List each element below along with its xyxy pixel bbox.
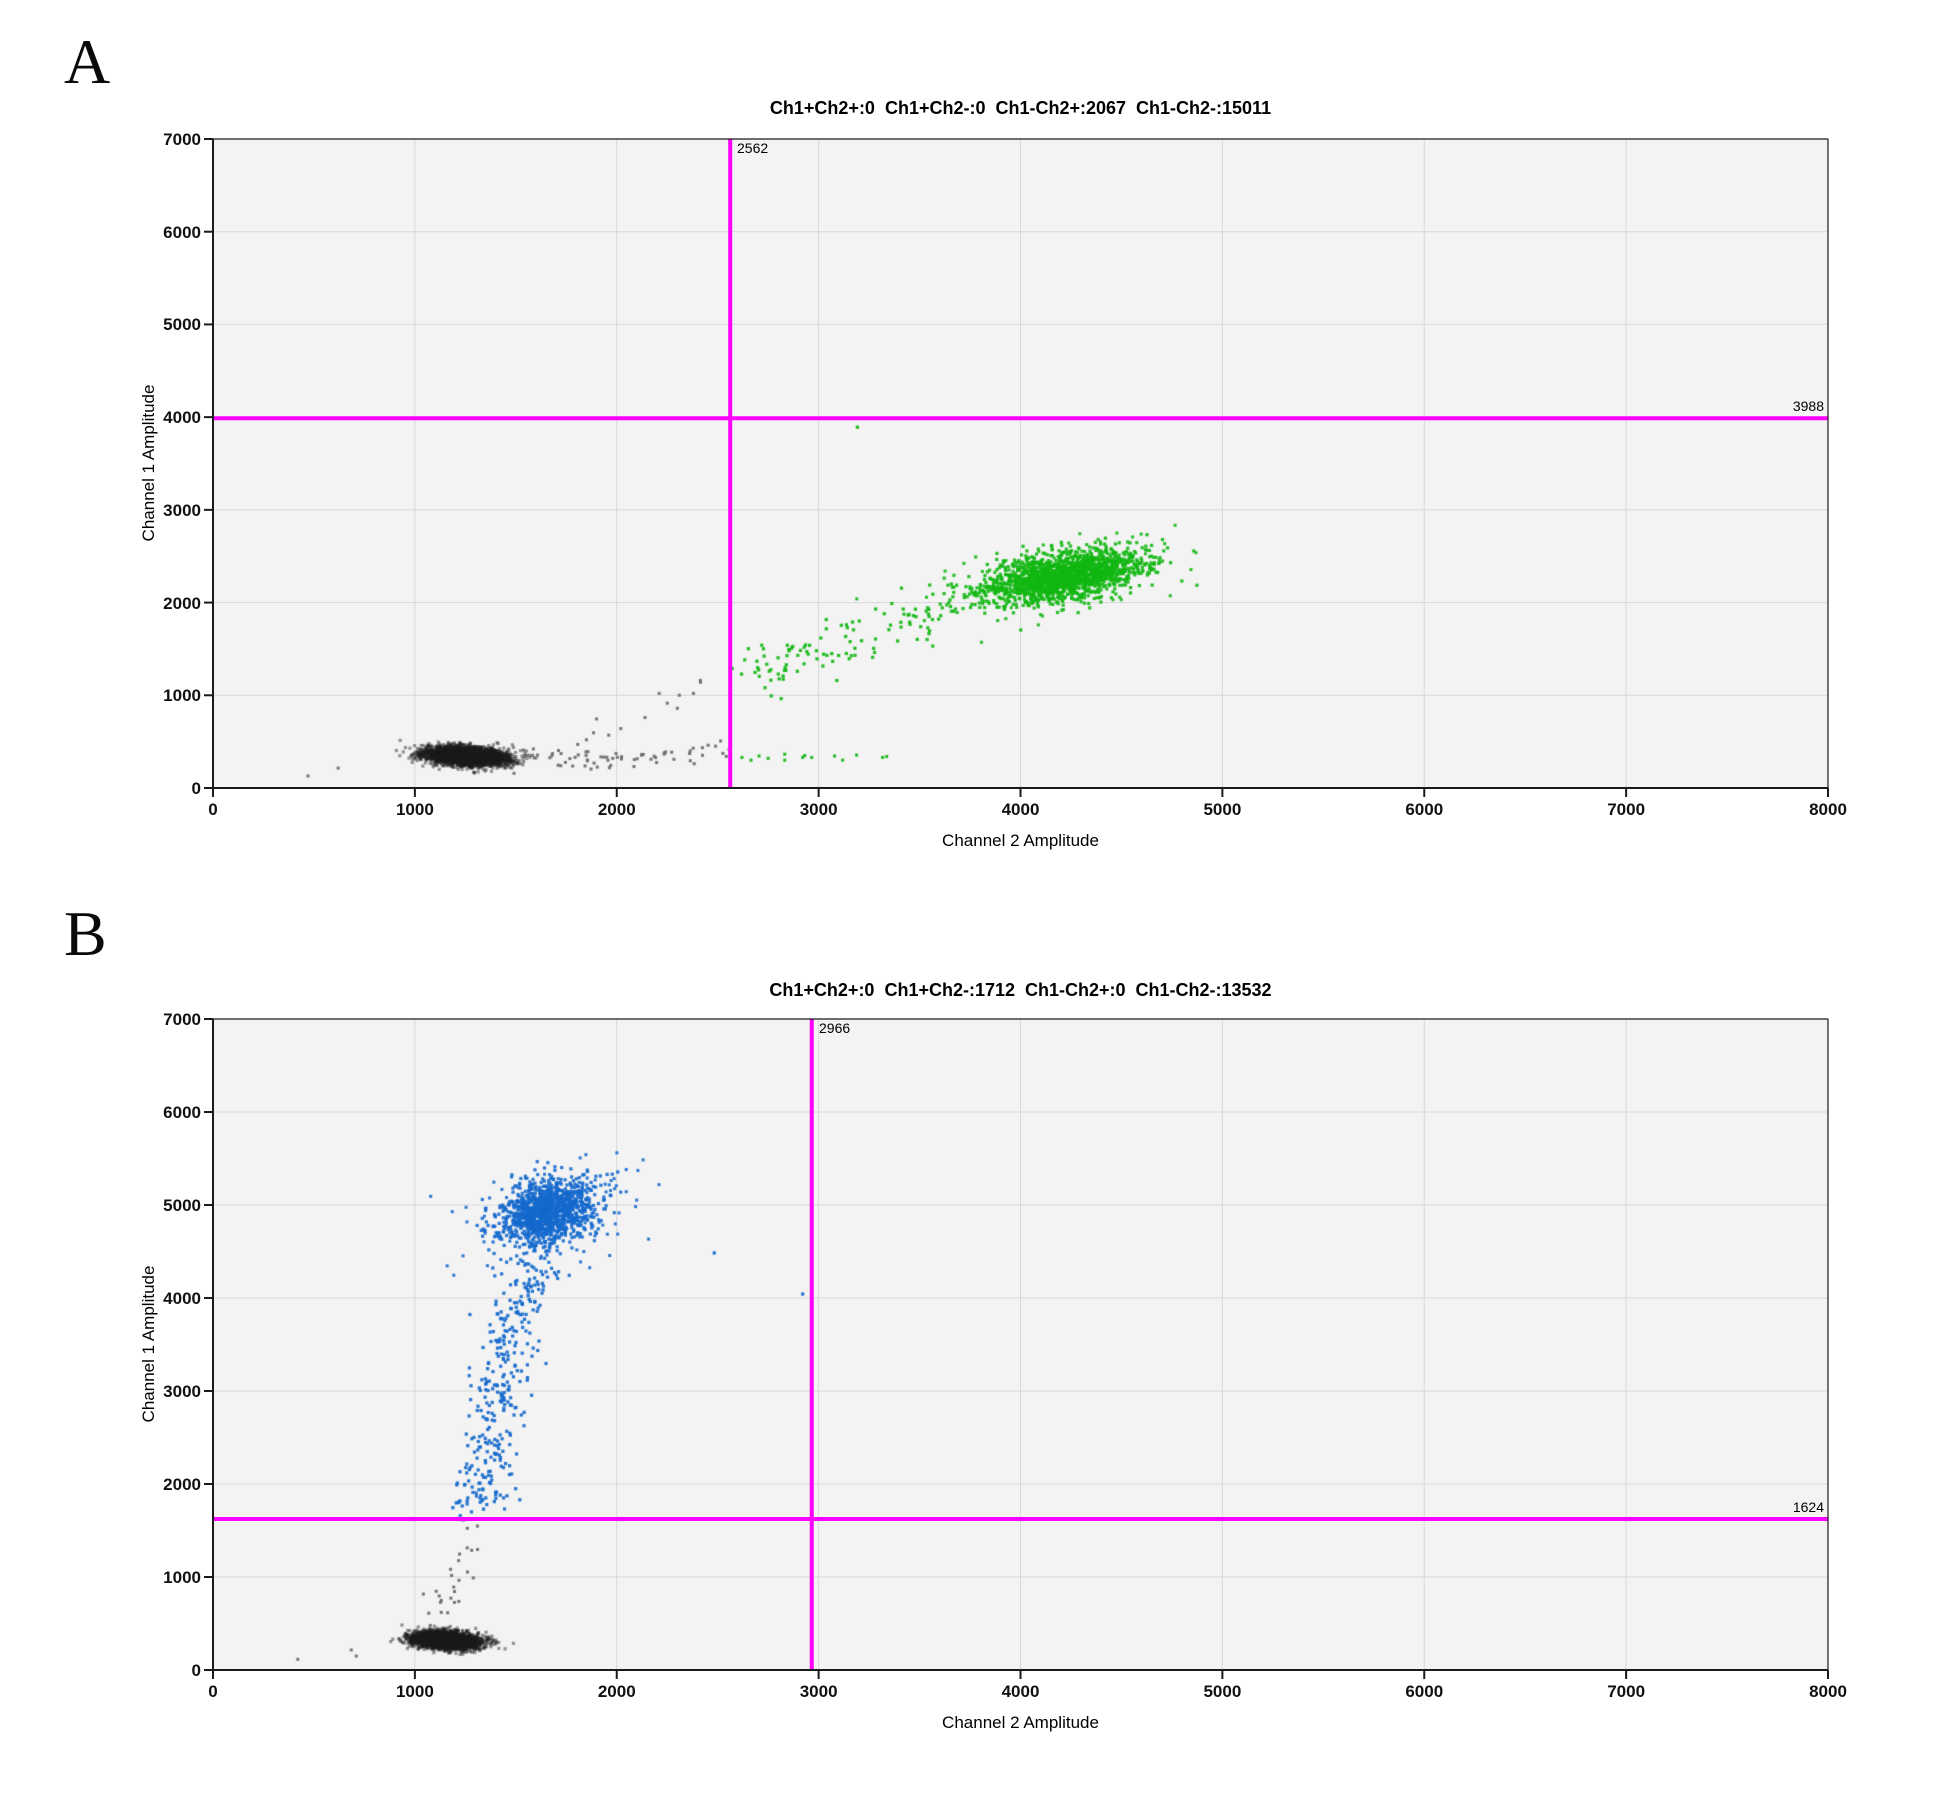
x-tick-label: 1000 [395, 800, 434, 819]
panel-a-threshold-crosshair-layer [204, 138, 1829, 797]
panel-b-threshold-crosshair-layer [204, 1018, 1829, 1679]
x-tick-label: 2000 [597, 800, 636, 819]
y-tick-label: 6000 [163, 222, 201, 242]
x-tick-label: 6000 [1405, 800, 1444, 819]
y-tick-label: 7000 [163, 1010, 201, 1029]
panel-a-plot-area [199, 135, 1836, 806]
panel-a-x-axis-title: Channel 2 Amplitude [942, 831, 1099, 850]
y-tick-label: 0 [191, 1661, 201, 1680]
y-tick-label: 3000 [163, 500, 201, 520]
panel-a-ch1-threshold-value: 3988 [1792, 398, 1824, 414]
x-tick-label: 4000 [1001, 1682, 1040, 1701]
x-tick-label: 5000 [1203, 800, 1242, 819]
panel-b-plot-area [199, 1015, 1836, 1688]
x-tick-label: 8000 [1809, 1682, 1847, 1701]
panel-a-quadrant-counts-title: Ch1+Ch2+:0 Ch1+Ch2-:0 Ch1-Ch2+:2067 Ch1-… [769, 98, 1272, 118]
x-tick-label: 0 [208, 800, 218, 819]
x-tick-label: 7000 [1607, 800, 1646, 819]
x-tick-label: 2000 [597, 1682, 636, 1701]
x-tick-label: 8000 [1809, 800, 1847, 819]
panel-a-droplet-scatter [213, 139, 1828, 788]
y-tick-label: 4000 [163, 408, 201, 428]
y-tick-label: 6000 [163, 1103, 201, 1122]
x-tick-label: 3000 [799, 1682, 838, 1701]
y-tick-label: 2000 [163, 593, 201, 613]
x-tick-label: 6000 [1405, 1682, 1444, 1701]
x-tick-label: 1000 [395, 1682, 434, 1701]
panel-b-quadrant-counts-title: Ch1+Ch2+:0 Ch1+Ch2-:1712 Ch1-Ch2+:0 Ch1-… [769, 980, 1272, 1000]
y-tick-label: 5000 [163, 1196, 201, 1215]
y-tick-label: 7000 [163, 130, 201, 149]
y-tick-label: 0 [191, 779, 201, 798]
panel-b-droplet-scatter [213, 1019, 1828, 1670]
panel-a-letter: A [64, 26, 111, 97]
y-tick-label: 3000 [163, 1382, 201, 1401]
x-tick-label: 4000 [1001, 800, 1040, 819]
y-tick-label: 5000 [163, 315, 201, 335]
y-tick-label: 1000 [163, 1568, 201, 1587]
y-tick-label: 4000 [163, 1289, 201, 1308]
panel-b-letter: B [64, 898, 107, 969]
panel-b-ch2-threshold-value: 2966 [819, 1020, 851, 1036]
y-tick-label: 2000 [163, 1475, 201, 1494]
panel-b-x-axis-title: Channel 2 Amplitude [942, 1713, 1099, 1732]
x-tick-label: 5000 [1203, 1682, 1242, 1701]
panel-a-ch2-threshold-value: 2562 [737, 140, 769, 156]
x-tick-label: 0 [208, 1682, 218, 1701]
x-tick-label: 7000 [1607, 1682, 1646, 1701]
y-tick-label: 1000 [163, 686, 201, 706]
panel-b-ch1-threshold-value: 1624 [1792, 1499, 1824, 1515]
x-tick-label: 3000 [799, 800, 838, 819]
